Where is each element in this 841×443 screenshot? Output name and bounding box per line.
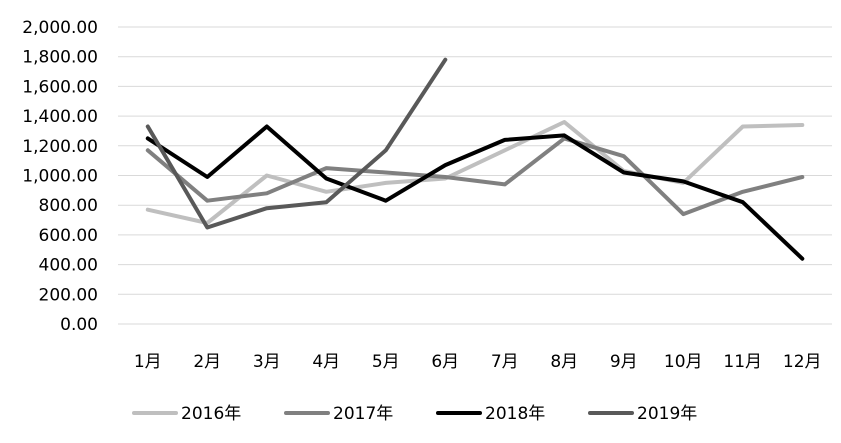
y-axis-tick-labels: 0.00 200.00 400.00 600.00 800.00 1,000.00 1,20… bbox=[22, 18, 98, 335]
series-line-2018年 bbox=[145, 124, 805, 261]
grid-layer bbox=[118, 26, 832, 325]
series-line-2019年 bbox=[145, 57, 448, 230]
legend-label: 2018年 bbox=[485, 404, 545, 424]
y-tick-label: 600.00 bbox=[39, 226, 98, 246]
x-tick-label: 8月 bbox=[550, 352, 578, 372]
x-tick-label: 9月 bbox=[610, 352, 638, 372]
series-line-2017年 bbox=[145, 136, 805, 217]
x-axis-tick-labels: 1月 2月 3月 4月 5月 6月 7月 8月 9月 10月 11月 12月 bbox=[134, 352, 822, 372]
y-tick-label: 1,600.00 bbox=[22, 77, 98, 97]
y-tick-label: 800.00 bbox=[39, 196, 98, 216]
x-tick-label: 7月 bbox=[491, 352, 519, 372]
x-tick-label: 1月 bbox=[134, 352, 162, 372]
x-tick-label: 10月 bbox=[664, 352, 703, 372]
x-tick-label: 5月 bbox=[372, 352, 400, 372]
series-layer bbox=[145, 57, 805, 261]
y-tick-label: 1,400.00 bbox=[22, 107, 98, 127]
x-tick-label: 4月 bbox=[312, 352, 340, 372]
x-tick-label: 11月 bbox=[723, 352, 762, 372]
x-tick-label: 3月 bbox=[253, 352, 281, 372]
y-tick-label: 200.00 bbox=[39, 285, 98, 305]
x-tick-label: 12月 bbox=[783, 352, 822, 372]
legend: 2016年 2017年 2018年 2019年 bbox=[132, 404, 697, 424]
y-tick-label: 400.00 bbox=[39, 256, 98, 276]
x-tick-label: 6月 bbox=[431, 352, 459, 372]
y-tick-label: 0.00 bbox=[60, 315, 98, 335]
series-line-2016年 bbox=[145, 120, 805, 225]
y-tick-label: 1,000.00 bbox=[22, 167, 98, 187]
legend-label: 2016年 bbox=[181, 404, 241, 424]
legend-label: 2017年 bbox=[333, 404, 393, 424]
legend-label: 2019年 bbox=[637, 404, 697, 424]
y-tick-label: 2,000.00 bbox=[22, 18, 98, 38]
y-tick-label: 1,200.00 bbox=[22, 137, 98, 157]
x-tick-label: 2月 bbox=[193, 352, 221, 372]
y-tick-label: 1,800.00 bbox=[22, 48, 98, 68]
